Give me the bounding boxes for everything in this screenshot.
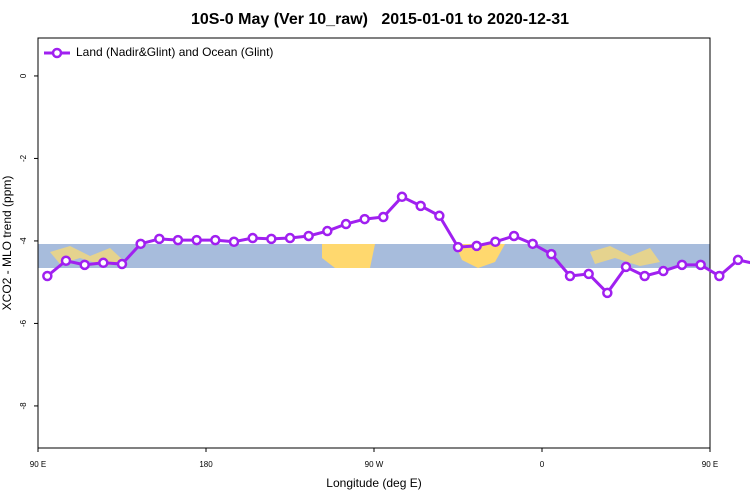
point: [695, 259, 706, 271]
point: [602, 287, 613, 299]
point: [42, 270, 53, 282]
point: [546, 248, 557, 260]
point: [676, 259, 688, 271]
point: [322, 225, 333, 237]
point: [732, 254, 744, 266]
point: [210, 234, 221, 246]
point: [415, 200, 426, 212]
point: [340, 218, 352, 230]
x-tick-label: 90 W: [365, 460, 384, 469]
point: [564, 270, 576, 282]
point: [508, 230, 520, 242]
x-tick-label: 90 E: [30, 460, 46, 469]
point: [527, 238, 538, 250]
point: [284, 232, 296, 244]
legend-marker: [51, 47, 63, 59]
point: [452, 241, 464, 253]
point: [60, 255, 72, 266]
y-tick-label: 0: [19, 73, 28, 78]
point: [98, 257, 109, 269]
point: [79, 259, 90, 271]
point: [583, 268, 594, 280]
x-axis-label: Longitude (deg E): [326, 476, 421, 490]
point: [266, 233, 277, 245]
y-tick-label: -8: [19, 402, 28, 410]
point: [658, 265, 669, 277]
point: [154, 233, 165, 245]
point: [116, 258, 128, 270]
point: [191, 234, 202, 246]
legend-label: Land (Nadir&Glint) and Ocean (Glint): [76, 45, 273, 59]
x-tick-label: 180: [199, 460, 213, 469]
point: [490, 236, 501, 248]
y-tick-label: -6: [19, 319, 28, 327]
point: [135, 238, 146, 250]
point: [639, 270, 650, 282]
point: [620, 261, 632, 273]
y-axis-label: XCO2 - MLO trend (ppm): [0, 176, 14, 311]
chart-title: 10S-0 May (Ver 10_raw) 2015-01-01 to 202…: [191, 11, 569, 28]
point: [303, 230, 314, 242]
point: [378, 211, 389, 223]
point: [396, 191, 408, 203]
x-tick-label: 0: [540, 460, 545, 469]
point: [228, 236, 240, 248]
point: [434, 210, 445, 222]
point: [471, 240, 482, 252]
y-tick-label: -4: [19, 237, 28, 245]
y-tick-label: -2: [19, 154, 28, 162]
point: [247, 232, 258, 244]
point: [359, 213, 370, 225]
x-tick-label: 90 E: [702, 460, 718, 469]
point: [172, 234, 184, 246]
point: [714, 270, 725, 282]
